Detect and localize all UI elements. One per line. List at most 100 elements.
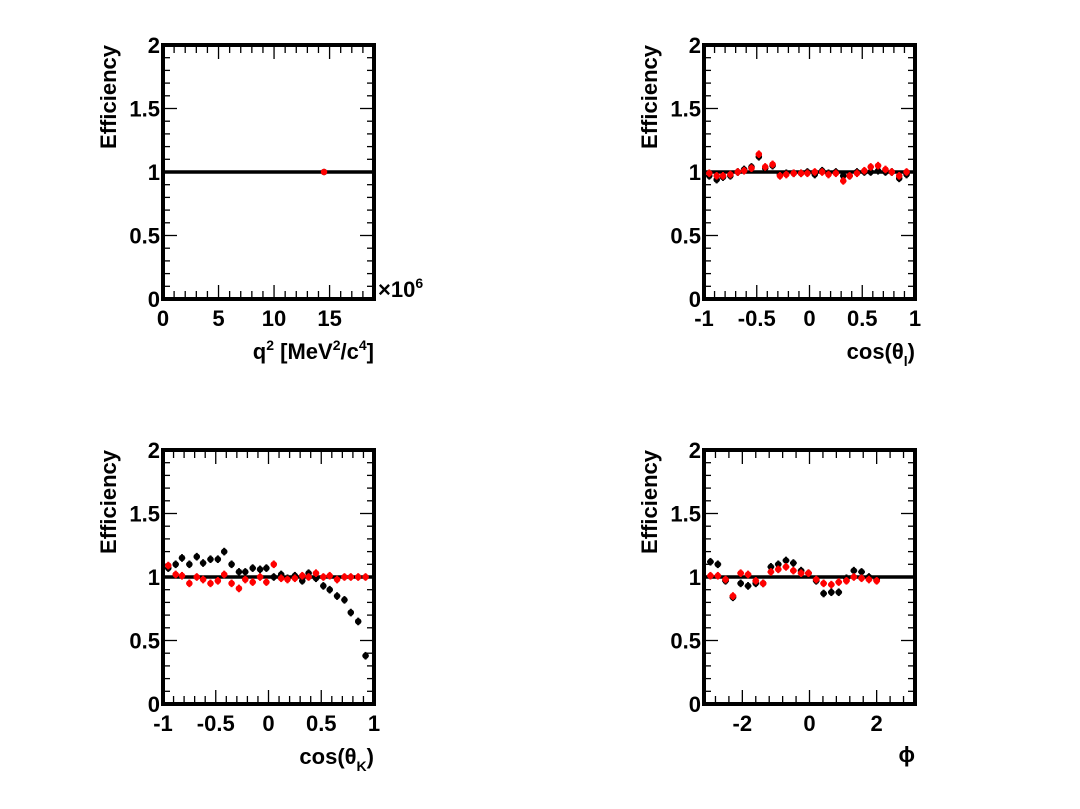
data-point <box>193 573 200 581</box>
data-point <box>242 575 249 584</box>
series-red <box>320 168 328 176</box>
data-point <box>172 560 179 569</box>
marker <box>249 578 256 586</box>
data-point <box>333 592 341 600</box>
marker <box>790 170 797 177</box>
marker <box>270 561 277 568</box>
data-point <box>759 579 767 588</box>
data-point <box>861 166 868 175</box>
data-point <box>895 172 903 180</box>
marker <box>207 556 214 563</box>
x-tick-label: -0.5 <box>738 306 776 331</box>
series-black <box>165 547 369 660</box>
data-point <box>263 578 270 586</box>
data-point <box>722 575 729 584</box>
marker <box>714 572 722 579</box>
marker <box>865 576 873 583</box>
marker <box>903 168 910 176</box>
marker <box>740 167 748 174</box>
data-point <box>305 573 312 581</box>
marker <box>843 577 850 585</box>
y-axis-title: Efficiency <box>96 44 121 149</box>
marker <box>797 569 805 577</box>
marker <box>220 548 228 555</box>
series-red <box>706 150 910 185</box>
y-axis-title: Efficiency <box>96 449 121 554</box>
marker <box>775 566 782 573</box>
marker <box>850 573 858 581</box>
marker <box>713 172 720 180</box>
data-point <box>299 571 306 580</box>
marker <box>256 573 264 581</box>
data-point <box>199 559 207 567</box>
data-point <box>865 575 873 584</box>
data-point <box>873 577 881 585</box>
marker <box>706 170 713 177</box>
data-point <box>825 170 832 179</box>
data-point <box>752 577 760 585</box>
marker <box>873 577 880 585</box>
x-tick-label: 10 <box>262 306 286 331</box>
data-point <box>220 570 228 579</box>
data-point <box>761 163 769 171</box>
marker <box>782 563 790 571</box>
marker <box>214 556 222 563</box>
data-point <box>835 588 843 597</box>
marker <box>207 580 214 587</box>
data-point <box>214 555 222 564</box>
marker <box>776 172 784 180</box>
marker <box>767 568 775 576</box>
data-point <box>362 651 369 660</box>
x-tick-label: 0 <box>157 306 169 331</box>
y-axis-title: Efficiency <box>637 44 662 149</box>
data-point <box>827 588 835 597</box>
marker <box>858 575 865 582</box>
y-tick-label: 2 <box>689 438 701 463</box>
marker <box>790 567 797 574</box>
y-tick-label: 0.5 <box>670 224 701 249</box>
data-point <box>850 573 858 581</box>
marker <box>193 553 200 560</box>
data-point <box>832 169 840 178</box>
data-point <box>256 573 264 581</box>
marker <box>347 609 354 616</box>
marker <box>714 561 722 568</box>
marker <box>853 170 861 177</box>
data-point <box>214 577 222 585</box>
data-point <box>727 170 734 179</box>
y-tick-label: 0.5 <box>129 224 160 249</box>
data-point <box>811 168 818 176</box>
marker <box>769 161 776 168</box>
x-tick-label: 0 <box>262 711 274 736</box>
marker <box>840 177 847 185</box>
marker <box>828 581 835 588</box>
x-tick-label: 0.5 <box>847 306 878 331</box>
data-point <box>790 566 797 575</box>
marker <box>820 590 827 597</box>
data-point <box>867 163 874 171</box>
data-point <box>820 589 827 598</box>
marker <box>737 569 744 577</box>
data-point <box>734 168 741 176</box>
marker <box>199 576 207 583</box>
marker <box>748 164 755 172</box>
y-tick-label: 1.5 <box>129 502 160 527</box>
x-axis-title-sub: K <box>357 758 367 774</box>
marker <box>813 576 820 583</box>
x-axis-title-sup: 2 <box>333 337 341 353</box>
y-tick-label: 1.5 <box>670 97 701 122</box>
marker <box>299 572 306 579</box>
data-point <box>347 608 354 617</box>
marker <box>811 168 818 176</box>
data-point <box>804 169 811 178</box>
data-point <box>165 561 172 570</box>
data-point <box>207 555 214 564</box>
x-axis-title-end: ) <box>367 744 374 769</box>
marker <box>320 573 327 581</box>
marker <box>783 171 790 178</box>
plot-frame <box>702 448 917 706</box>
series-red <box>165 560 369 593</box>
marker <box>761 163 769 171</box>
marker <box>727 171 734 178</box>
